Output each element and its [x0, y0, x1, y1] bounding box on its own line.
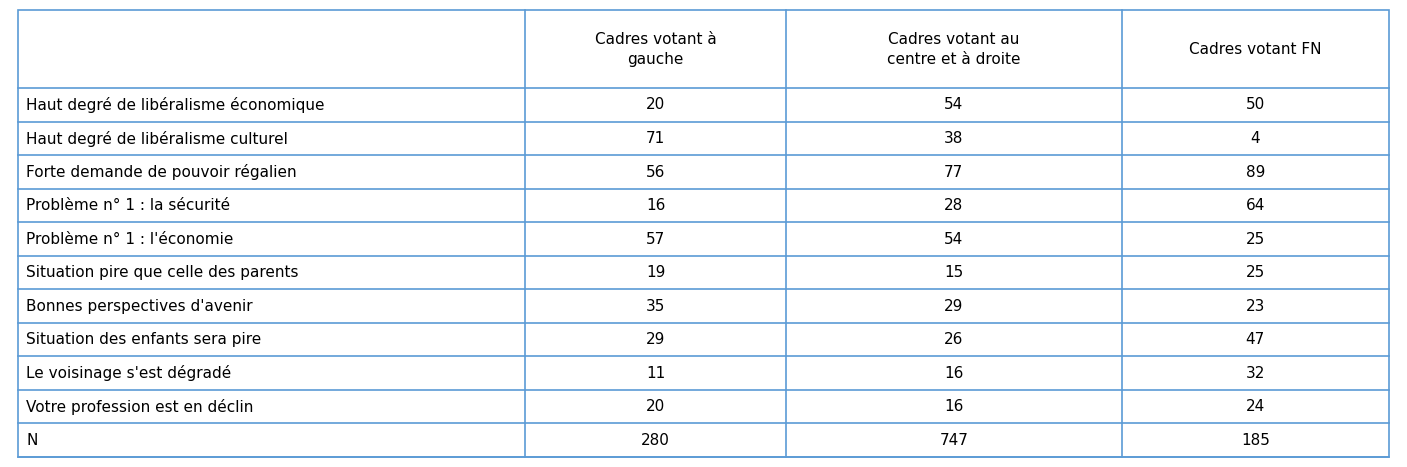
Text: 28: 28 [944, 198, 964, 213]
Text: Haut degré de libéralisme économique: Haut degré de libéralisme économique [25, 97, 325, 113]
Text: Situation pire que celle des parents: Situation pire que celle des parents [25, 265, 298, 280]
Text: 29: 29 [944, 298, 964, 314]
Text: 19: 19 [646, 265, 666, 280]
Text: 25: 25 [1245, 265, 1265, 280]
Text: 50: 50 [1245, 98, 1265, 113]
Text: Votre profession est en déclin: Votre profession est en déclin [25, 399, 253, 415]
Text: 747: 747 [940, 433, 968, 448]
Text: 32: 32 [1245, 366, 1265, 381]
Text: Situation des enfants sera pire: Situation des enfants sera pire [25, 332, 262, 347]
Text: 20: 20 [646, 98, 666, 113]
Text: Cadres votant FN: Cadres votant FN [1189, 42, 1321, 57]
Text: 280: 280 [642, 433, 670, 448]
Text: 57: 57 [646, 232, 666, 247]
Text: 26: 26 [944, 332, 964, 347]
Text: 16: 16 [944, 399, 964, 414]
Text: 185: 185 [1241, 433, 1269, 448]
Text: 4: 4 [1251, 131, 1261, 146]
Text: N: N [25, 433, 38, 448]
Text: 29: 29 [646, 332, 666, 347]
Text: Le voisinage s'est dégradé: Le voisinage s'est dégradé [25, 365, 231, 381]
Text: 56: 56 [646, 164, 666, 179]
Text: Bonnes perspectives d'avenir: Bonnes perspectives d'avenir [25, 298, 253, 314]
Text: 54: 54 [944, 98, 964, 113]
Text: 25: 25 [1245, 232, 1265, 247]
Text: 20: 20 [646, 399, 666, 414]
Text: 23: 23 [1245, 298, 1265, 314]
Text: Haut degré de libéralisme culturel: Haut degré de libéralisme culturel [25, 130, 288, 147]
Text: 15: 15 [944, 265, 964, 280]
Text: Cadres votant à
gauche: Cadres votant à gauche [595, 32, 716, 66]
Text: 35: 35 [646, 298, 666, 314]
Text: 47: 47 [1245, 332, 1265, 347]
Text: 16: 16 [944, 366, 964, 381]
Text: 71: 71 [646, 131, 666, 146]
Text: 77: 77 [944, 164, 964, 179]
Text: 64: 64 [1245, 198, 1265, 213]
Text: 89: 89 [1245, 164, 1265, 179]
Text: Problème n° 1 : la sécurité: Problème n° 1 : la sécurité [25, 198, 231, 213]
Text: 24: 24 [1245, 399, 1265, 414]
Text: 54: 54 [944, 232, 964, 247]
Text: 16: 16 [646, 198, 666, 213]
Text: Problème n° 1 : l'économie: Problème n° 1 : l'économie [25, 232, 234, 247]
Text: Cadres votant au
centre et à droite: Cadres votant au centre et à droite [886, 32, 1020, 66]
Text: 11: 11 [646, 366, 666, 381]
Text: 38: 38 [944, 131, 964, 146]
Text: Forte demande de pouvoir régalien: Forte demande de pouvoir régalien [25, 164, 297, 180]
